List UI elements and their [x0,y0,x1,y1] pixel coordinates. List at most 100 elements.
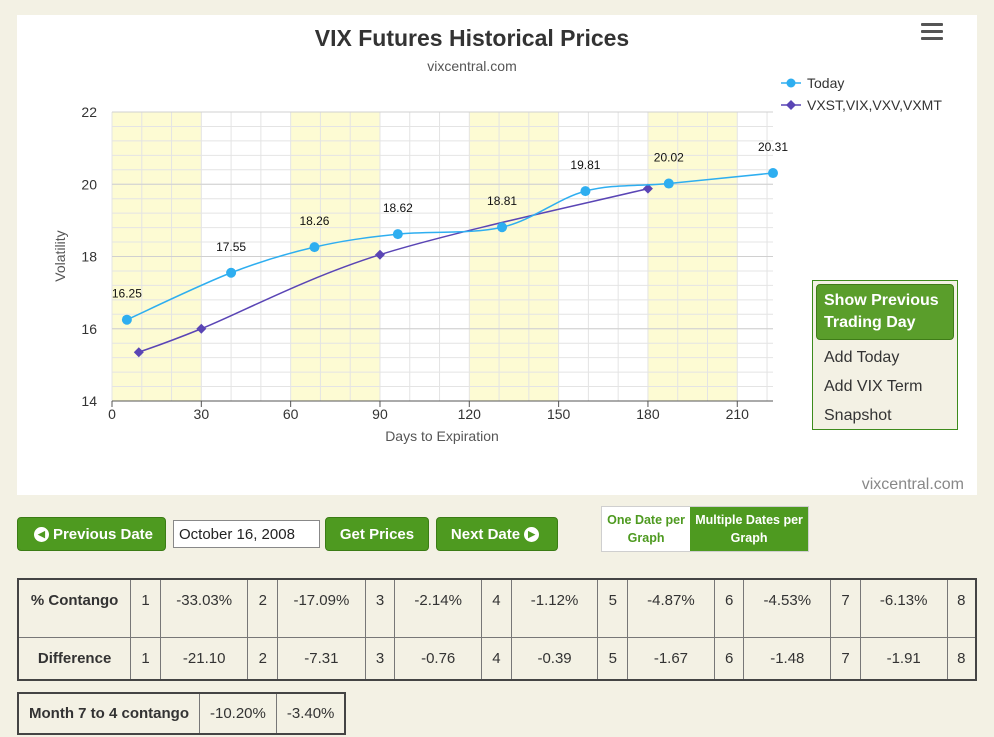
data-point-today[interactable] [392,229,403,240]
table-cell-index: 7 [830,636,861,681]
add-today-item[interactable]: Add Today [824,349,900,366]
data-point-today[interactable] [309,242,320,253]
table-cell-index: 6 [713,636,745,681]
add-vix-term-item[interactable]: Add VIX Term [824,378,923,395]
table-cell-value: -33.03% [159,578,249,638]
legend-marker-today [786,78,796,88]
series-line-vxst [138,187,649,353]
x-tick-label: 90 [372,406,388,422]
snapshot-item[interactable]: Snapshot [824,407,892,424]
table-cell-index: 2 [247,636,279,681]
data-point-vxst[interactable] [374,249,385,260]
table-cell-value: -10.20% [198,692,277,735]
get-prices-button[interactable]: Get Prices [325,517,429,551]
table-cell-index: 8 [946,636,977,681]
y-tick-label: 14 [81,393,97,409]
data-label: 20.31 [758,140,788,154]
legend-item-vxst[interactable]: VXST,VIX,VXV,VXMT [781,97,942,113]
table-cell-value: -0.76 [394,636,483,681]
previous-date-button[interactable]: ◀ Previous Date [17,517,166,551]
table-cell-index: 8 [946,578,977,638]
y-tick-label: 20 [81,176,97,192]
difference-row-label: Difference [17,636,132,681]
arrow-left-icon: ◀ [33,526,49,542]
data-label: 20.02 [654,151,684,165]
difference-row: Difference 1 -21.10 2 -7.31 3 -0.76 4 -0… [17,636,977,681]
table-cell-index: 1 [130,578,161,638]
table-cell-index: 3 [364,578,396,638]
legend-item-today[interactable]: Today [781,75,844,91]
y-tick-label: 22 [81,104,97,120]
previous-day-panel: Show Previous Trading Day Add Today Add … [812,280,958,430]
data-point-today[interactable] [580,186,591,197]
chart-credit[interactable]: vixcentral.com [862,476,964,493]
table-cell-index: 1 [130,636,161,681]
table-cell-value: -1.48 [743,636,832,681]
data-point-vxst[interactable] [196,323,207,334]
table-cell-index: 7 [830,578,861,638]
data-label: 16.25 [112,287,142,301]
show-previous-trading-day-button[interactable]: Show Previous Trading Day [816,284,954,340]
data-point-today[interactable] [663,178,674,189]
data-label: 19.81 [570,158,600,172]
table-cell-value: -1.12% [510,578,599,638]
table-cell-value: -2.14% [394,578,483,638]
chart-axes: 0 30 60 90 120 150 180 210 14 16 18 20 22 [81,104,773,422]
table-cell-value: -1.67 [627,636,715,681]
chart-series: 16.25 17.55 18.26 18.62 18.81 19.81 20.02 20.31 [112,140,788,358]
table-cell-value: -4.87% [627,578,715,638]
data-point-vxst[interactable] [642,183,653,194]
table-cell-value: -7.31 [277,636,366,681]
data-label: 18.81 [487,194,517,208]
legend[interactable]: Today VXST,VIX,VXV,VXMT [781,75,942,113]
table-cell-index: 3 [364,636,396,681]
data-point-today[interactable] [121,314,132,325]
x-tick-label: 180 [636,406,660,422]
contango-row-label: % Contango [17,578,132,638]
x-tick-label: 120 [458,406,482,422]
previous-date-label: Previous Date [52,525,154,543]
table-cell-value: -4.53% [743,578,832,638]
table-cell-index: 5 [597,636,629,681]
table-cell-value: -17.09% [277,578,366,638]
chart-title: VIX Futures Historical Prices [315,25,629,51]
table-cell-value: -6.13% [859,578,948,638]
y-axis-title: Volatility [52,230,68,281]
data-label: 18.62 [383,201,413,215]
x-tick-label: 150 [547,406,571,422]
data-point-today[interactable] [768,168,778,179]
data-point-vxst[interactable] [133,347,144,358]
x-tick-label: 60 [283,406,299,422]
table-cell-index: 6 [713,578,745,638]
x-tick-label: 210 [726,406,750,422]
table-cell-index: 5 [597,578,629,638]
hamburger-menu-icon[interactable] [921,23,943,41]
x-tick-label: 0 [108,406,116,422]
table-cell-value: -3.40% [275,692,346,735]
table-cell-value: -1.91 [859,636,948,681]
data-point-today[interactable] [226,267,237,278]
table-cell-index: 4 [481,578,512,638]
table-cell-index: 4 [481,636,512,681]
next-date-label: Next Date [450,525,521,543]
x-axis-title: Days to Expiration [385,428,499,444]
get-prices-label: Get Prices [339,525,415,543]
chart-svg: 0 30 60 90 120 150 180 210 14 16 18 20 22 16.25 17.55… [52,25,964,493]
legend-label-vxst: VXST,VIX,VXV,VXMT [807,97,942,113]
graph-mode-toggle: One Date per Graph Multiple Dates per Gr… [601,506,809,552]
arrow-right-icon: ▶ [524,526,540,542]
data-label: 18.26 [299,214,329,228]
date-input[interactable] [173,520,320,548]
legend-label-today: Today [807,75,844,91]
y-tick-label: 18 [81,249,97,265]
data-label: 17.55 [216,240,246,254]
month-contango-table: Month 7 to 4 contango -10.20% -3.40% [17,692,347,735]
table-cell-value: -21.10 [159,636,249,681]
contango-row: % Contango 1 -33.03% 2 -17.09% 3 -2.14% … [17,578,977,638]
data-point-today[interactable] [497,222,508,233]
legend-marker-vxst [786,100,796,110]
month-contango-label: Month 7 to 4 contango [17,692,200,735]
multiple-dates-per-graph-tab[interactable]: Multiple Dates per Graph [690,507,808,551]
next-date-button[interactable]: Next Date ▶ [436,517,558,551]
one-date-per-graph-tab[interactable]: One Date per Graph [602,507,691,551]
